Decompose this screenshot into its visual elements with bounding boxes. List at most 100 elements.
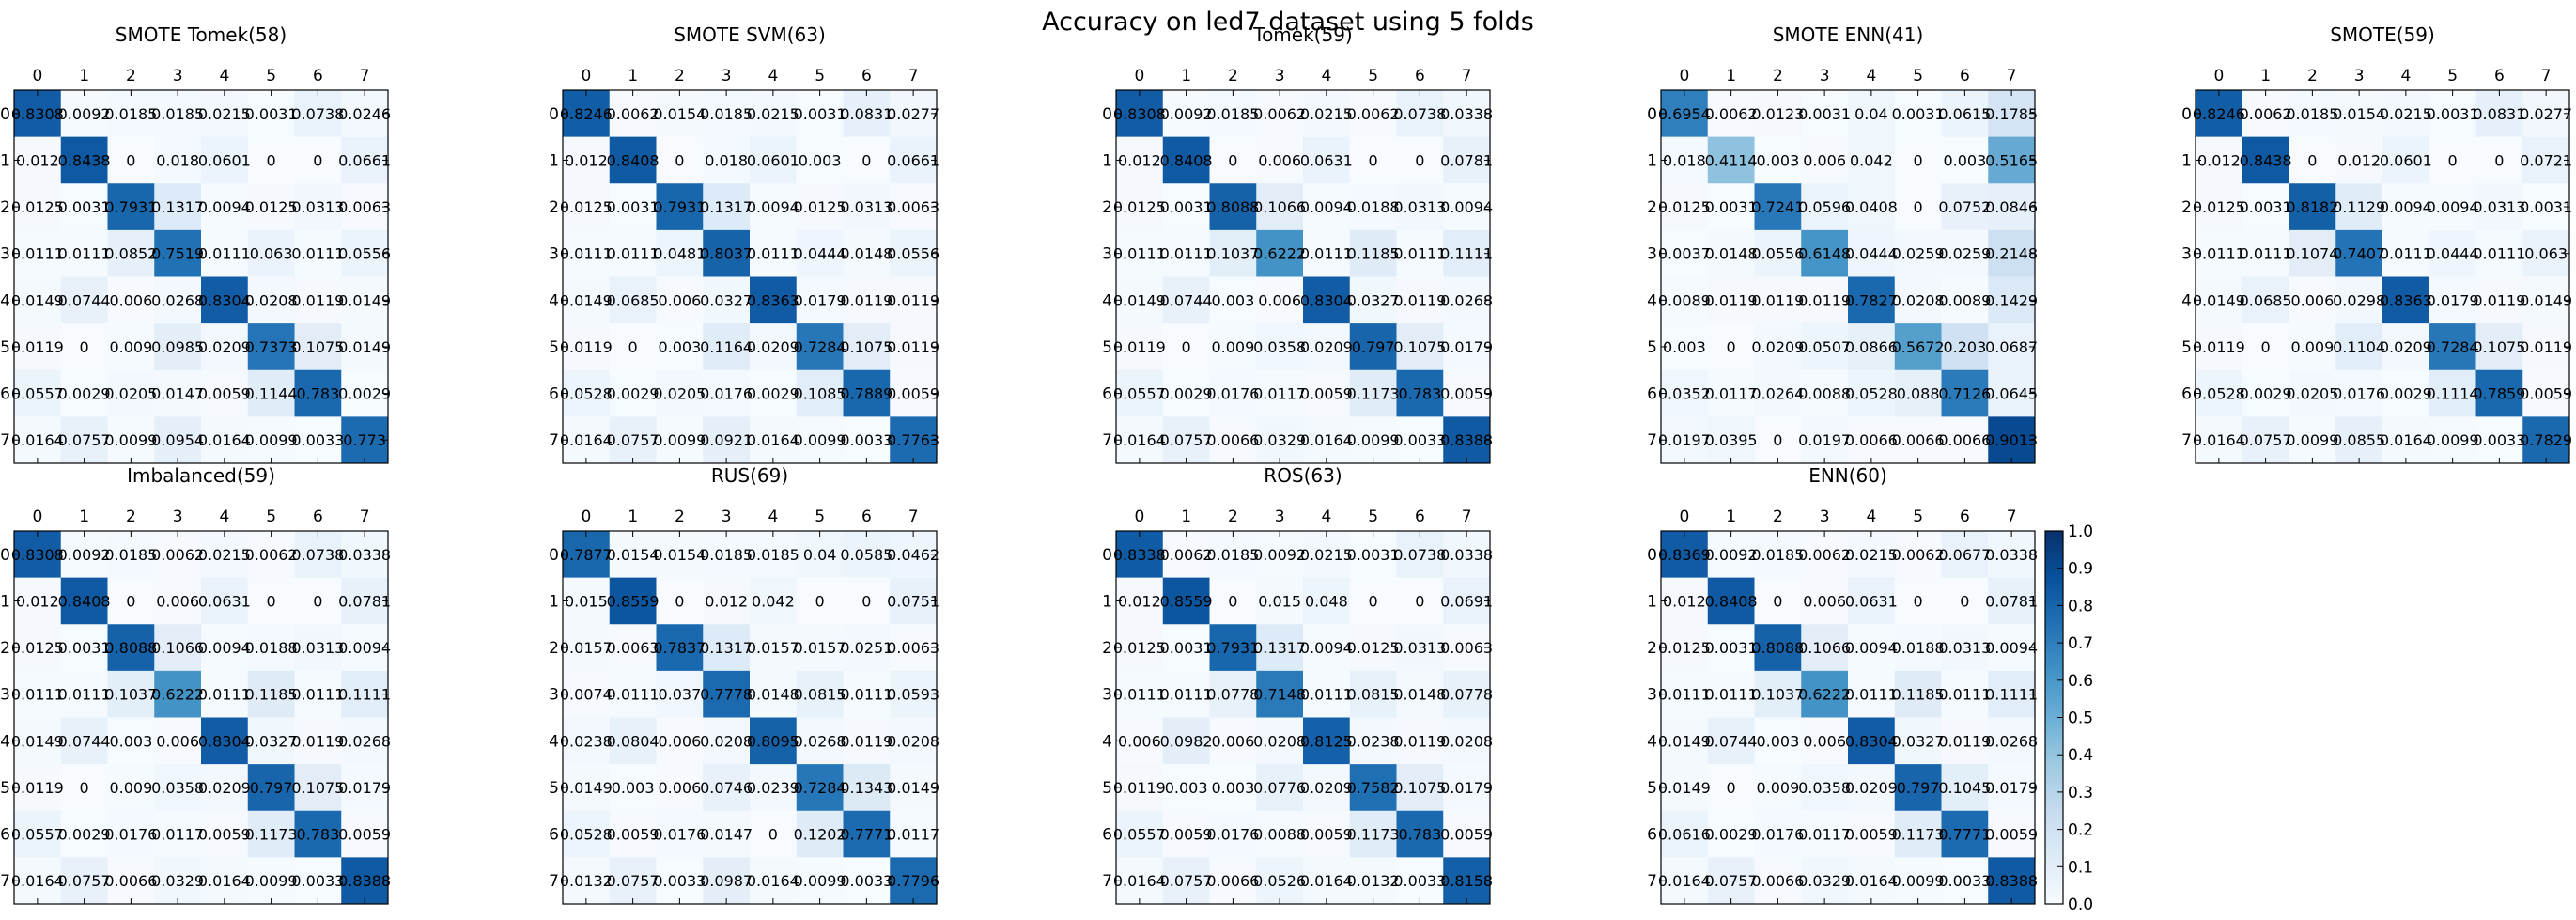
cell-value-label: 0.0329: [151, 872, 204, 890]
heatmap-cell: [107, 670, 155, 718]
cell-value-label: 0: [1960, 592, 1969, 610]
heatmap-cell: [1988, 136, 2036, 184]
heatmap-cell: [750, 323, 798, 371]
x-tick-label: 1: [2260, 67, 2271, 86]
heatmap-cell: [294, 323, 342, 371]
cell-value-label: 0.0557: [1113, 826, 1166, 844]
cell-value-label: 0.0062: [1160, 546, 1213, 564]
cell-value-label: 0.0776: [1253, 779, 1306, 797]
cell-value-label: 0.5165: [1985, 151, 2038, 169]
y-tick-label: 5: [549, 338, 559, 357]
heatmap-cell: [1116, 323, 1164, 371]
cell-value-label: 0.0147: [151, 385, 204, 403]
heatmap-cell: [1209, 857, 1257, 905]
heatmap-cell: [154, 323, 202, 371]
heatmap-cell: [656, 323, 704, 371]
heatmap-cell: [1162, 764, 1210, 812]
heatmap-cell: [2429, 136, 2476, 184]
heatmap-cell: [14, 416, 62, 464]
cell-value-label: 0.0691: [1440, 592, 1493, 610]
cell-value-label: 0: [628, 338, 638, 356]
heatmap-cell: [14, 229, 62, 277]
x-tick-label: 0: [1134, 507, 1144, 526]
x-tick-label: 5: [266, 507, 276, 526]
cell-value-label: 0.0094: [1985, 639, 2038, 657]
heatmap-cell: [201, 857, 249, 905]
heatmap-cell: [2522, 183, 2570, 231]
heatmap-cell: [1894, 369, 1942, 417]
heatmap-cell: [1349, 416, 1397, 464]
heatmap-cell: [1256, 323, 1304, 371]
cell-value-label: 0.0119: [291, 732, 344, 750]
heatmap-cell: [107, 183, 155, 231]
cell-value-label: 0.0757: [58, 872, 111, 890]
heatmap-cell: [294, 136, 342, 184]
cell-value-label: 0.037: [658, 686, 701, 704]
cell-value-label: 0.0031: [1347, 546, 1400, 564]
cell-value-label: 0.0277: [2520, 105, 2572, 123]
cell-value-label: 0.6222: [151, 686, 204, 704]
cell-value-label: 0.0298: [2333, 291, 2385, 309]
heatmap-cell: [563, 229, 611, 277]
heatmap-cell: [2522, 276, 2570, 324]
heatmap-cell: [1941, 369, 1989, 417]
heatmap-cell: [1801, 369, 1849, 417]
cell-value-label: 0.0215: [1300, 546, 1353, 564]
heatmap-cell: [1801, 717, 1849, 765]
heatmap-cell: [796, 624, 844, 672]
cell-value-label: 0.0119: [11, 338, 64, 356]
heatmap-cell: [1707, 531, 1755, 579]
x-tick-label: 3: [173, 67, 183, 86]
heatmap-cell: [1988, 183, 2036, 231]
cell-value-label: 0.0119: [2473, 291, 2525, 309]
cell-value-label: 0.0738: [291, 546, 344, 564]
cell-value-label: 0.0259: [1938, 245, 1991, 263]
heatmap-cell: [201, 670, 249, 718]
cell-value-label: 0: [1182, 338, 1191, 356]
heatmap-cell: [1801, 276, 1849, 324]
cell-value-label: 0.0092: [1253, 546, 1306, 564]
cell-value-label: 0.0092: [1160, 105, 1213, 123]
y-tick-label: 4: [0, 732, 10, 751]
cell-value-label: 0.0111: [2240, 245, 2292, 263]
cell-value-label: 0.8363: [747, 291, 799, 309]
cell-value-label: 0.0157: [560, 639, 613, 657]
cell-value-label: 0.0185: [2286, 105, 2338, 123]
cell-value-label: 0.0111: [560, 245, 613, 263]
cell-value-label: 0.7877: [560, 546, 613, 564]
heatmap-cell: [656, 857, 704, 905]
heatmap-cell: [843, 183, 891, 231]
heatmap-cell: [1801, 323, 1849, 371]
heatmap-cell: [2335, 276, 2383, 324]
heatmap-cell: [890, 416, 938, 464]
cell-value-label: 0.0125: [794, 198, 846, 216]
heatmap-cell: [1754, 670, 1802, 718]
cell-value-label: 0.0164: [198, 872, 251, 890]
heatmap-cell: [890, 276, 938, 324]
x-tick-label: 7: [908, 507, 919, 526]
cell-value-label: 0.0338: [1440, 546, 1493, 564]
heatmap-cell: [1988, 857, 2036, 905]
cell-value-label: 0.0031: [794, 105, 846, 123]
heatmap-cell: [201, 323, 249, 371]
cell-value-label: 0.0313: [1938, 639, 1991, 657]
cell-value-label: 0.0338: [338, 546, 391, 564]
cell-value-label: 0.0866: [1845, 338, 1898, 356]
heatmap-cell: [1988, 416, 2036, 464]
cell-value-label: 0.0601: [747, 151, 799, 169]
panel-title: RUS(69): [711, 464, 788, 487]
heatmap-cell: [609, 369, 657, 417]
cell-value-label: 0.012: [705, 592, 748, 610]
cell-value-label: 0.1066: [151, 639, 204, 657]
cell-value-label: 0.0395: [1705, 431, 1758, 449]
cell-value-label: 0.7519: [151, 245, 204, 263]
heatmap-cell: [341, 810, 389, 858]
cell-value-label: 0.0205: [104, 385, 157, 403]
heatmap-cell: [843, 670, 891, 718]
cell-value-label: 0.0954: [151, 431, 204, 449]
heatmap-cell: [1396, 531, 1444, 579]
y-tick-label: 7: [549, 431, 559, 450]
cell-value-label: 0.0111: [1300, 245, 1353, 263]
cell-value-label: 0.003: [1165, 779, 1208, 797]
cell-value-label: 0.0033: [1938, 872, 1991, 890]
